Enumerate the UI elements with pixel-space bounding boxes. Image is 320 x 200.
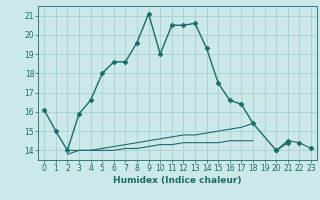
X-axis label: Humidex (Indice chaleur): Humidex (Indice chaleur): [113, 176, 242, 185]
